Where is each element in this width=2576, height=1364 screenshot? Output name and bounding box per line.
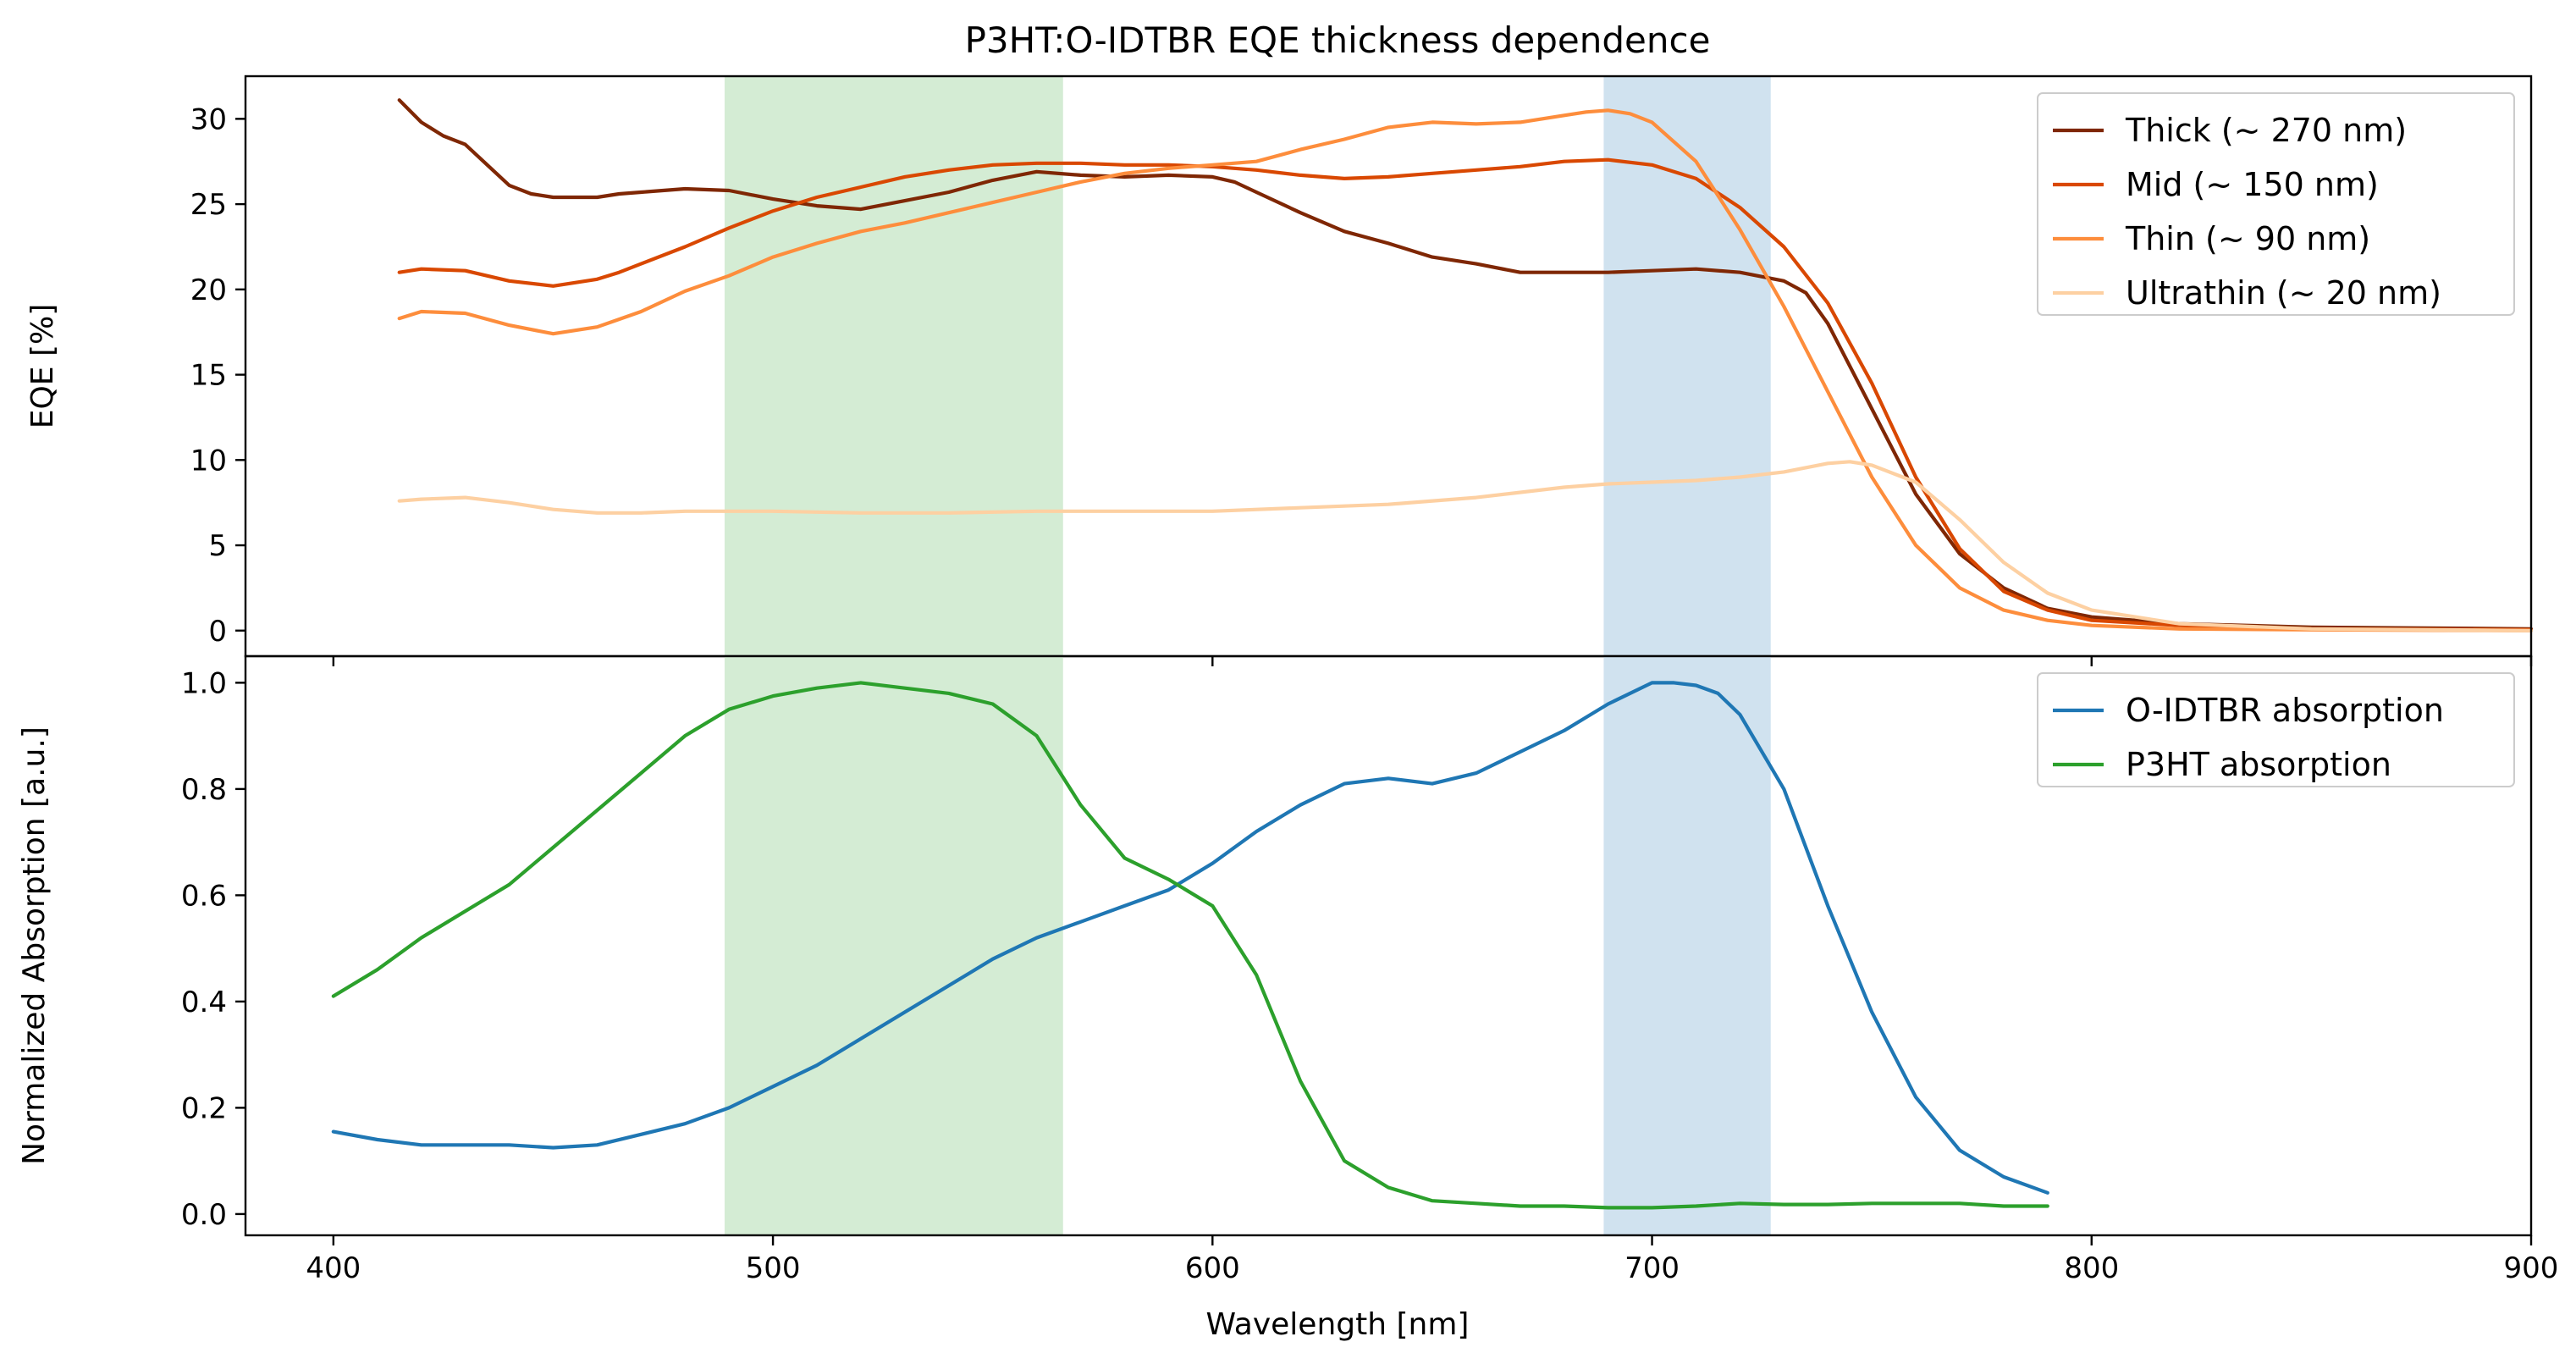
- absorption-series-oidtbr: [331, 681, 2049, 1195]
- absorption-legend-label-p3ht: P3HT absorption: [2126, 746, 2391, 783]
- absorption-band-green: [724, 656, 1063, 1235]
- eqe-series-thick: [397, 98, 2534, 631]
- x-axis-label: Wavelength [nm]: [1206, 1307, 1470, 1342]
- xtick-label: 900: [2504, 1251, 2559, 1285]
- eqe-band-blue: [1603, 76, 1771, 656]
- absorption-band-blue: [1603, 656, 1771, 1235]
- eqe-ytick-label: 30: [190, 102, 227, 136]
- xtick-label: 500: [746, 1251, 801, 1285]
- eqe-band-green: [724, 76, 1063, 656]
- eqe-series-ultrathin: [397, 460, 2534, 632]
- xtick-label: 600: [1185, 1251, 1240, 1285]
- absorption-ytick-label: 1.0: [181, 666, 227, 700]
- xtick-label: 700: [1624, 1251, 1680, 1285]
- eqe-y-axis-label: EQE [%]: [25, 304, 60, 429]
- absorption-ytick-label: 0.8: [181, 773, 227, 807]
- eqe-series-thin: [397, 108, 2534, 632]
- xtick-label: 800: [2064, 1251, 2119, 1285]
- absorption-ytick-label: 0.6: [181, 879, 227, 913]
- eqe-series-mid: [397, 157, 2534, 632]
- eqe-legend-label-thin: Thin (~ 90 nm): [2125, 220, 2370, 257]
- absorption-axes-frame: [244, 654, 2533, 1237]
- absorption-legend-label-oidtbr: O-IDTBR absorption: [2126, 692, 2444, 729]
- absorption-ytick-label: 0.2: [181, 1091, 227, 1125]
- absorption-series-p3ht: [331, 681, 2049, 1210]
- eqe-ytick-label: 15: [190, 359, 227, 393]
- absorption-ytick-label: 0.0: [181, 1198, 227, 1232]
- chart-title: P3HT:O-IDTBR EQE thickness dependence: [965, 19, 1711, 61]
- xtick-label: 400: [306, 1251, 361, 1285]
- eqe-legend-label-thick: Thick (~ 270 nm): [2125, 112, 2407, 149]
- eqe-ytick-label: 5: [208, 529, 227, 563]
- eqe-ytick-label: 10: [190, 444, 227, 478]
- absorption-y-axis-label: Normalized Absorption [a.u.]: [17, 726, 52, 1165]
- absorption-ytick-label: 0.4: [181, 986, 227, 1019]
- eqe-legend: [2037, 92, 2515, 316]
- eqe-panel: 0 5 10 15 20 25 30 EQE [%] Thick (~ 270 nm) Mid (…: [25, 75, 2534, 666]
- eqe-ytick-label: 20: [190, 273, 227, 307]
- eqe-legend-label-ultrathin: Ultrathin (~ 20 nm): [2126, 274, 2441, 312]
- absorption-panel: 0.0 0.2 0.4 0.6 0.8 1.0 400 500 600 700 800 900 Norm…: [17, 654, 2559, 1285]
- eqe-ytick-label: 0: [208, 615, 227, 649]
- absorption-legend: [2037, 672, 2515, 787]
- eqe-legend-label-mid: Mid (~ 150 nm): [2126, 166, 2379, 203]
- eqe-ytick-label: 25: [190, 188, 227, 222]
